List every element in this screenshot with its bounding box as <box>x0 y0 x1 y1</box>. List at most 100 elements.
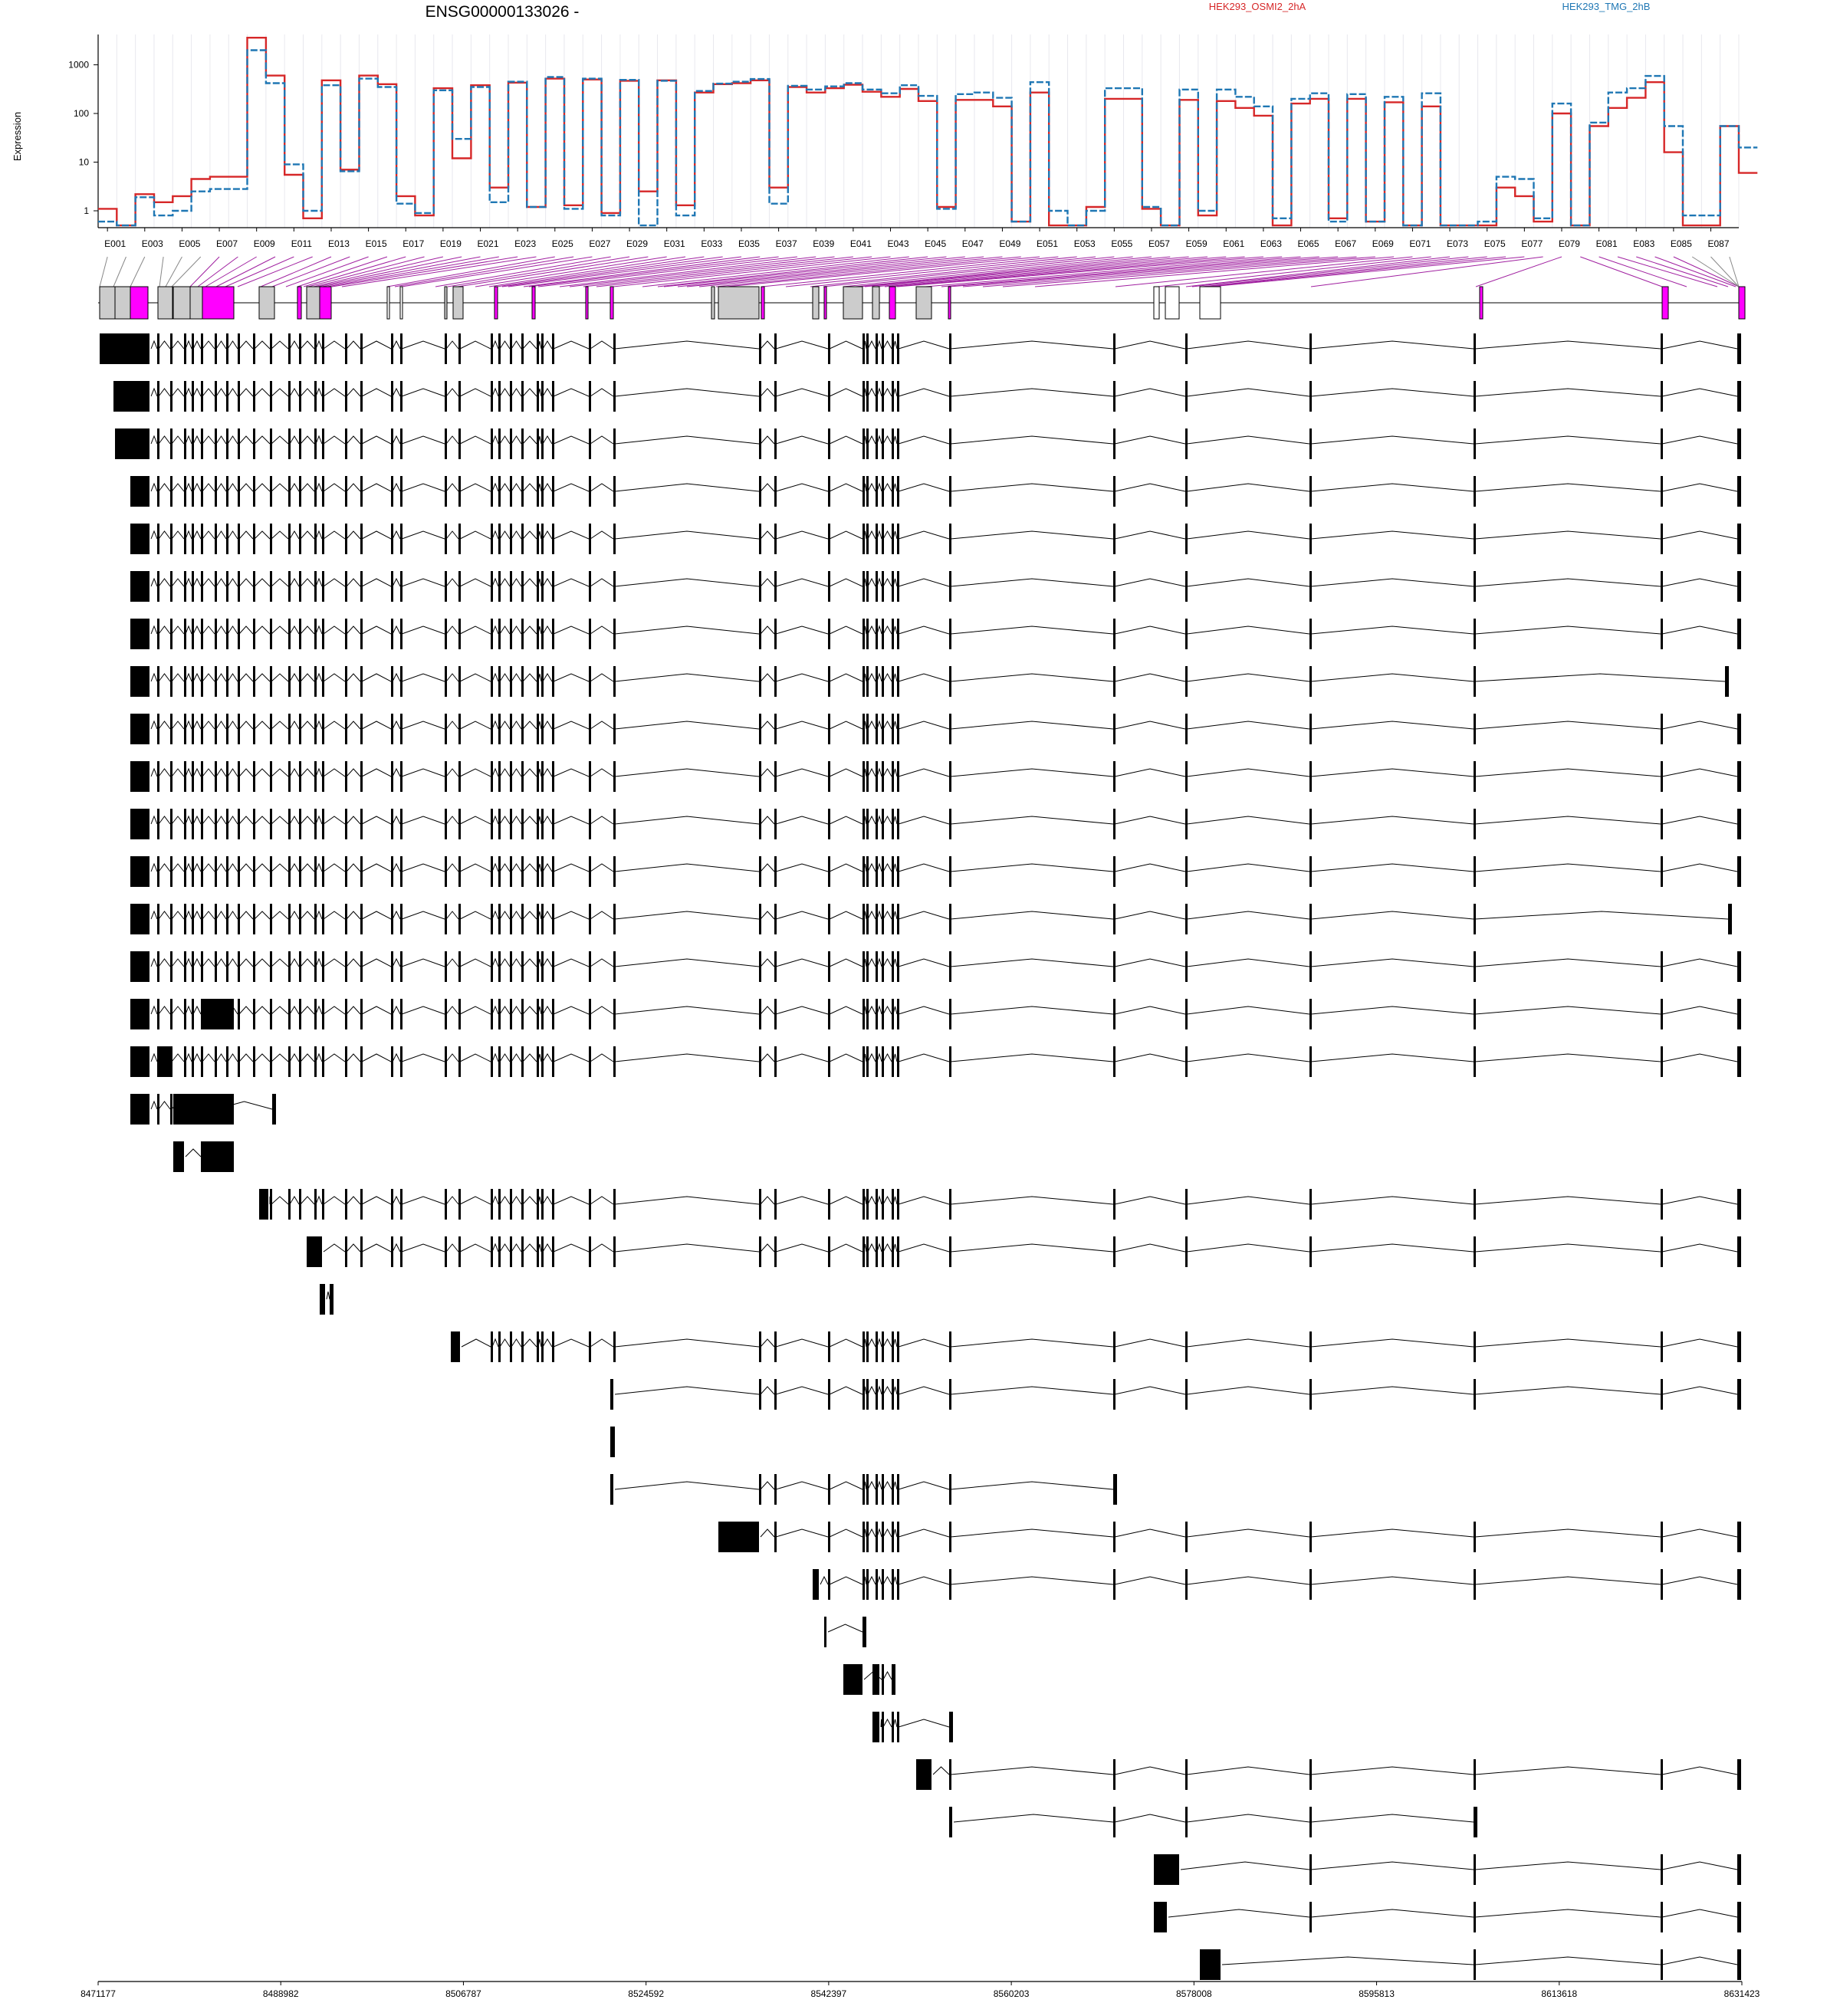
intron <box>950 1481 1114 1490</box>
intron <box>1661 483 1738 492</box>
intron <box>192 482 202 492</box>
transcript-exon <box>184 999 186 1029</box>
intron <box>1310 1386 1474 1395</box>
transcript-exon <box>863 619 865 649</box>
intron <box>315 1052 323 1062</box>
transcript-exon <box>288 524 291 554</box>
gene-model-exon <box>306 286 320 320</box>
intron <box>867 387 876 397</box>
intron <box>361 863 392 872</box>
intron <box>1661 625 1738 635</box>
intron <box>202 673 215 682</box>
transcript-exon <box>360 571 363 602</box>
intron <box>158 530 171 540</box>
transcript-exon <box>345 476 347 507</box>
intron <box>829 768 863 777</box>
transcript-exon <box>1185 333 1188 364</box>
intron <box>150 910 158 920</box>
intron <box>1474 1338 1661 1348</box>
transcript-exon <box>445 1046 447 1077</box>
transcript-exon <box>253 714 255 744</box>
transcript-exon <box>201 428 203 459</box>
transcript-exon <box>863 904 865 934</box>
transcript-exon <box>130 856 150 887</box>
intron <box>1114 816 1186 825</box>
intron <box>867 530 876 540</box>
x-category-label: E013 <box>328 238 350 249</box>
intron <box>192 672 202 682</box>
intron <box>950 816 1114 825</box>
intron <box>760 768 775 777</box>
intron <box>300 1196 315 1205</box>
intron <box>553 578 590 587</box>
transcript-exon <box>876 1189 878 1220</box>
intron <box>829 911 863 920</box>
intron <box>511 1243 522 1253</box>
transcript-exon <box>391 1236 393 1267</box>
transcript-exon <box>1474 666 1476 697</box>
intron <box>361 625 392 635</box>
transcript-exon <box>521 714 524 744</box>
intron <box>898 1386 950 1395</box>
transcript-exon <box>184 428 186 459</box>
transcript-exon <box>170 619 172 649</box>
transcript-exon <box>1185 951 1188 982</box>
transcript-exon <box>1474 761 1476 792</box>
intron <box>158 435 171 445</box>
transcript-exon <box>537 476 539 507</box>
transcript-exon <box>1113 1236 1116 1267</box>
intron <box>192 577 202 587</box>
gene-model-track <box>98 286 1746 320</box>
intron <box>227 721 238 730</box>
gene-model-exon <box>1199 286 1221 320</box>
transcript-exon <box>897 1331 899 1362</box>
intron <box>590 388 614 397</box>
exon-connector <box>386 256 555 287</box>
intron <box>445 530 459 540</box>
exon-connector <box>394 256 574 287</box>
gene-model-exon <box>711 286 715 320</box>
y-tick-label: 100 <box>74 108 89 119</box>
transcript-exon <box>613 571 616 602</box>
intron <box>829 578 863 587</box>
transcript-exon <box>322 714 324 744</box>
exon-connector <box>1034 256 1395 287</box>
intron <box>289 721 300 730</box>
intron <box>950 1338 1114 1348</box>
transcript-exon <box>828 1046 830 1077</box>
intron <box>590 911 614 920</box>
intron <box>254 816 271 825</box>
exon-connector <box>823 256 1115 287</box>
intron <box>1310 1909 1474 1918</box>
transcript-exon <box>774 476 777 507</box>
transcript-exon <box>360 951 363 982</box>
transcript-exon <box>897 1712 899 1742</box>
intron <box>1114 340 1186 350</box>
transcript-exon <box>613 428 616 459</box>
transcript-exon <box>391 856 393 887</box>
transcript-exon <box>299 951 301 982</box>
transcript-exon <box>157 476 159 507</box>
transcript-exon <box>345 619 347 649</box>
intron <box>522 1243 537 1253</box>
transcript-exon <box>892 809 894 839</box>
intron <box>775 768 829 777</box>
transcript-exon <box>201 1094 203 1125</box>
transcript-row <box>115 428 1741 459</box>
intron <box>401 1196 445 1205</box>
intron <box>1310 863 1474 872</box>
transcript-exon <box>828 1522 830 1552</box>
intron <box>898 1006 950 1015</box>
gene-model-exon <box>872 286 880 320</box>
transcript-exon <box>876 761 878 792</box>
exon-connector <box>331 256 518 287</box>
intron <box>1661 435 1738 445</box>
intron <box>150 862 158 872</box>
exon-connector <box>1191 256 1469 287</box>
intron <box>215 768 227 777</box>
intron <box>614 816 760 825</box>
transcript-exon <box>192 666 194 697</box>
intron <box>361 530 392 540</box>
intron <box>880 1719 882 1728</box>
transcript-exon <box>215 951 217 982</box>
